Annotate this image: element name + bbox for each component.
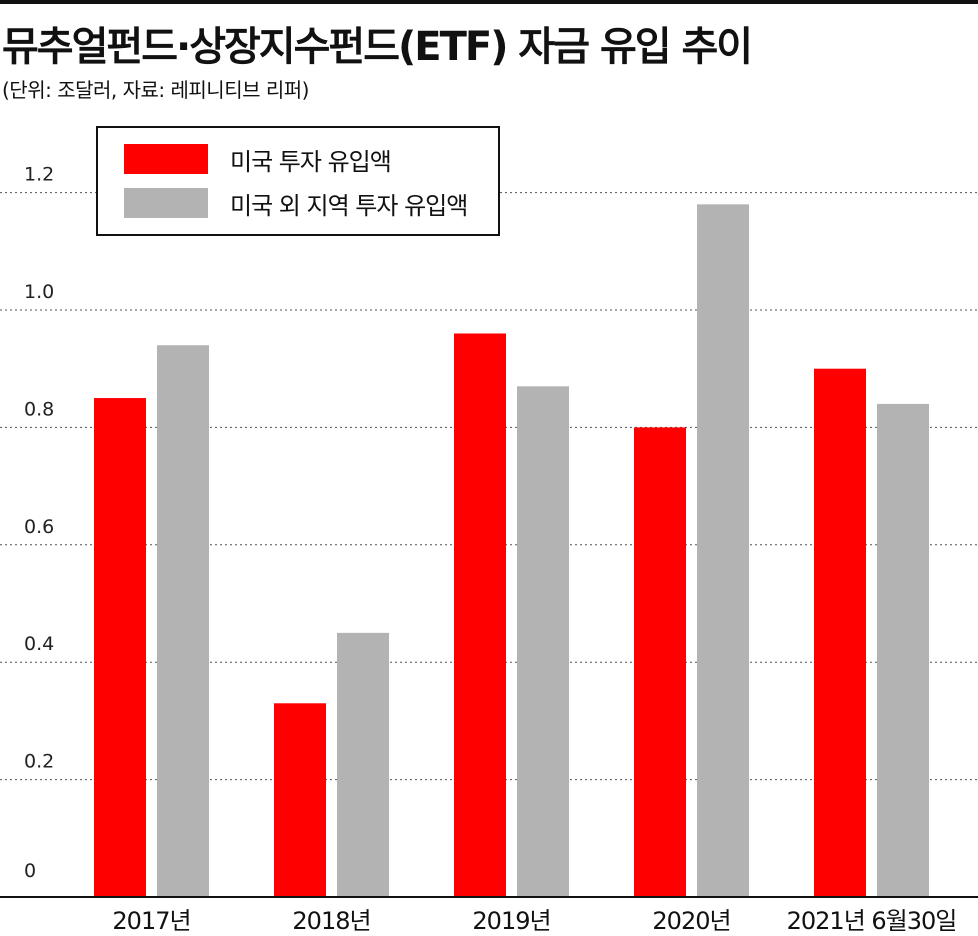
y-tick-label: 0.6 [24,516,54,538]
y-tick-label: 0.2 [24,751,54,773]
x-tick-label: 2019년 [472,907,550,935]
y-tick-label: 1.0 [24,281,54,303]
legend-item-non-us: 미국 외 지역 투자 유입액 [124,188,468,220]
x-tick-label: 2018년 [292,907,370,935]
chart-title: 뮤추얼펀드·상장지수펀드(ETF) 자금 유입 추이 [2,24,753,70]
legend-swatch-us [124,144,208,174]
bar-us [634,427,686,897]
legend-label-us: 미국 투자 유입액 [230,147,392,176]
legend-swatch-non-us [124,188,208,218]
bar-us [274,703,326,897]
bar-non-us [877,403,929,897]
bar-us [454,333,506,898]
bar-non-us [157,345,209,898]
chart-legend: 미국 투자 유입액 미국 외 지역 투자 유입액 [96,126,500,236]
bar-non-us [517,386,569,897]
y-tick-label: 0 [24,860,36,882]
bar-non-us [697,204,749,898]
legend-label-non-us: 미국 외 지역 투자 유입액 [230,191,468,220]
legend-item-us: 미국 투자 유입액 [124,144,392,176]
y-tick-label: 0.8 [24,398,54,420]
bar-us [94,398,146,897]
x-tick-label: 2021년 6월30일 [787,907,957,935]
bar-non-us [337,632,389,897]
top-rule [0,0,978,4]
chart-subtitle: (단위: 조달러, 자료: 레피니티브 리퍼) [2,78,309,102]
y-tick-label: 0.4 [24,633,54,655]
x-tick-label: 2020년 [652,907,730,935]
bar-us [814,368,866,897]
x-tick-label: 2017년 [112,907,190,935]
y-tick-label: 1.2 [24,164,54,186]
